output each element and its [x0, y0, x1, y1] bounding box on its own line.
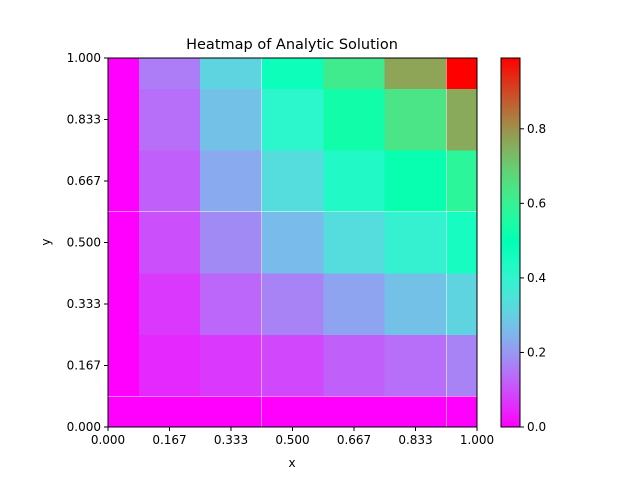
- heatmap-cell: [384, 334, 447, 397]
- x-tick-label: 0.333: [214, 433, 248, 447]
- heatmap-cell: [384, 88, 447, 151]
- y-axis-label: y: [39, 238, 53, 245]
- heatmap-cell: [108, 150, 139, 212]
- heatmap-cell: [323, 396, 385, 427]
- y-tick-label: 1.000: [67, 51, 101, 65]
- x-tick-label: 0.000: [91, 433, 125, 447]
- y-tick-label: 0.167: [67, 359, 101, 373]
- colorbar-tick-label: 0.6: [527, 196, 546, 210]
- heatmap-cell: [138, 58, 201, 89]
- heatmap-cell: [384, 58, 447, 89]
- y-tick-label: 0.000: [67, 420, 101, 434]
- heatmap-cell: [446, 150, 477, 212]
- heatmap-cell: [384, 273, 447, 335]
- heatmap-cell: [108, 334, 139, 397]
- y-tick-label: 0.833: [67, 113, 101, 127]
- heatmap-cell: [138, 273, 201, 335]
- heatmap-cells: [108, 58, 477, 427]
- x-tick-label: 0.500: [275, 433, 309, 447]
- heatmap-cell: [323, 334, 385, 397]
- heatmap-cell: [200, 88, 262, 151]
- heatmap-cell: [261, 396, 324, 427]
- heatmap-cell: [138, 211, 201, 274]
- y-tick-label: 0.500: [67, 236, 101, 250]
- x-tick-label: 1.000: [460, 433, 494, 447]
- heatmap-cell: [261, 211, 324, 274]
- heatmap-cell: [261, 273, 324, 335]
- heatmap-cell: [200, 211, 262, 274]
- heatmap-cell: [138, 88, 201, 151]
- heatmap-cell: [446, 396, 477, 427]
- colorbar-tick-label: 0.2: [527, 345, 546, 359]
- heatmap-cell: [323, 58, 385, 89]
- heatmap-cell: [200, 150, 262, 212]
- heatmap-cell: [446, 58, 477, 89]
- heatmap-cell: [261, 150, 324, 212]
- heatmap-cell: [446, 211, 477, 274]
- heatmap-cell: [261, 88, 324, 151]
- heatmap-cell: [323, 211, 385, 274]
- heatmap-cell: [446, 273, 477, 335]
- heatmap-cell: [108, 396, 139, 427]
- heatmap-cell: [323, 273, 385, 335]
- heatmap-cell: [200, 334, 262, 397]
- heatmap-cell: [200, 396, 262, 427]
- heatmap-cell: [261, 58, 324, 89]
- heatmap-cell: [108, 273, 139, 335]
- colorbar-tick-label: 0.4: [527, 271, 546, 285]
- colorbar-ticks: 0.0 0.2 0.4 0.6 0.8: [520, 122, 546, 434]
- y-axis-ticks: 0.000 0.167 0.333 0.500 0.667 0.833 1.000: [67, 51, 108, 434]
- x-tick-label: 0.833: [398, 433, 432, 447]
- heatmap-cell: [323, 88, 385, 151]
- heatmap-cell: [323, 150, 385, 212]
- chart-title: Heatmap of Analytic Solution: [186, 37, 398, 53]
- heatmap-cell: [200, 273, 262, 335]
- colorbar-tick-label: 0.8: [527, 122, 546, 136]
- x-tick-label: 0.667: [337, 433, 371, 447]
- x-axis-ticks: 0.000 0.167 0.333 0.500 0.667 0.833 1.000: [91, 427, 494, 447]
- heatmap-cell: [138, 150, 201, 212]
- heatmap-cell: [446, 88, 477, 151]
- heatmap-cell: [384, 211, 447, 274]
- heatmap-cell: [384, 396, 447, 427]
- y-tick-label: 0.667: [67, 174, 101, 188]
- heatmap-cell: [108, 211, 139, 274]
- y-tick-label: 0.333: [67, 297, 101, 311]
- x-axis-label: x: [288, 456, 295, 470]
- heatmap-cell: [138, 334, 201, 397]
- heatmap-cell: [446, 334, 477, 397]
- heatmap-cell: [108, 88, 139, 151]
- heatmap-cell: [200, 58, 262, 89]
- heatmap-cell: [384, 150, 447, 212]
- heatmap-cell: [108, 58, 139, 89]
- x-tick-label: 0.167: [152, 433, 186, 447]
- heatmap-cell: [261, 334, 324, 397]
- colorbar: [500, 57, 521, 428]
- colorbar-tick-label: 0.0: [527, 420, 546, 434]
- heatmap-cell: [138, 396, 201, 427]
